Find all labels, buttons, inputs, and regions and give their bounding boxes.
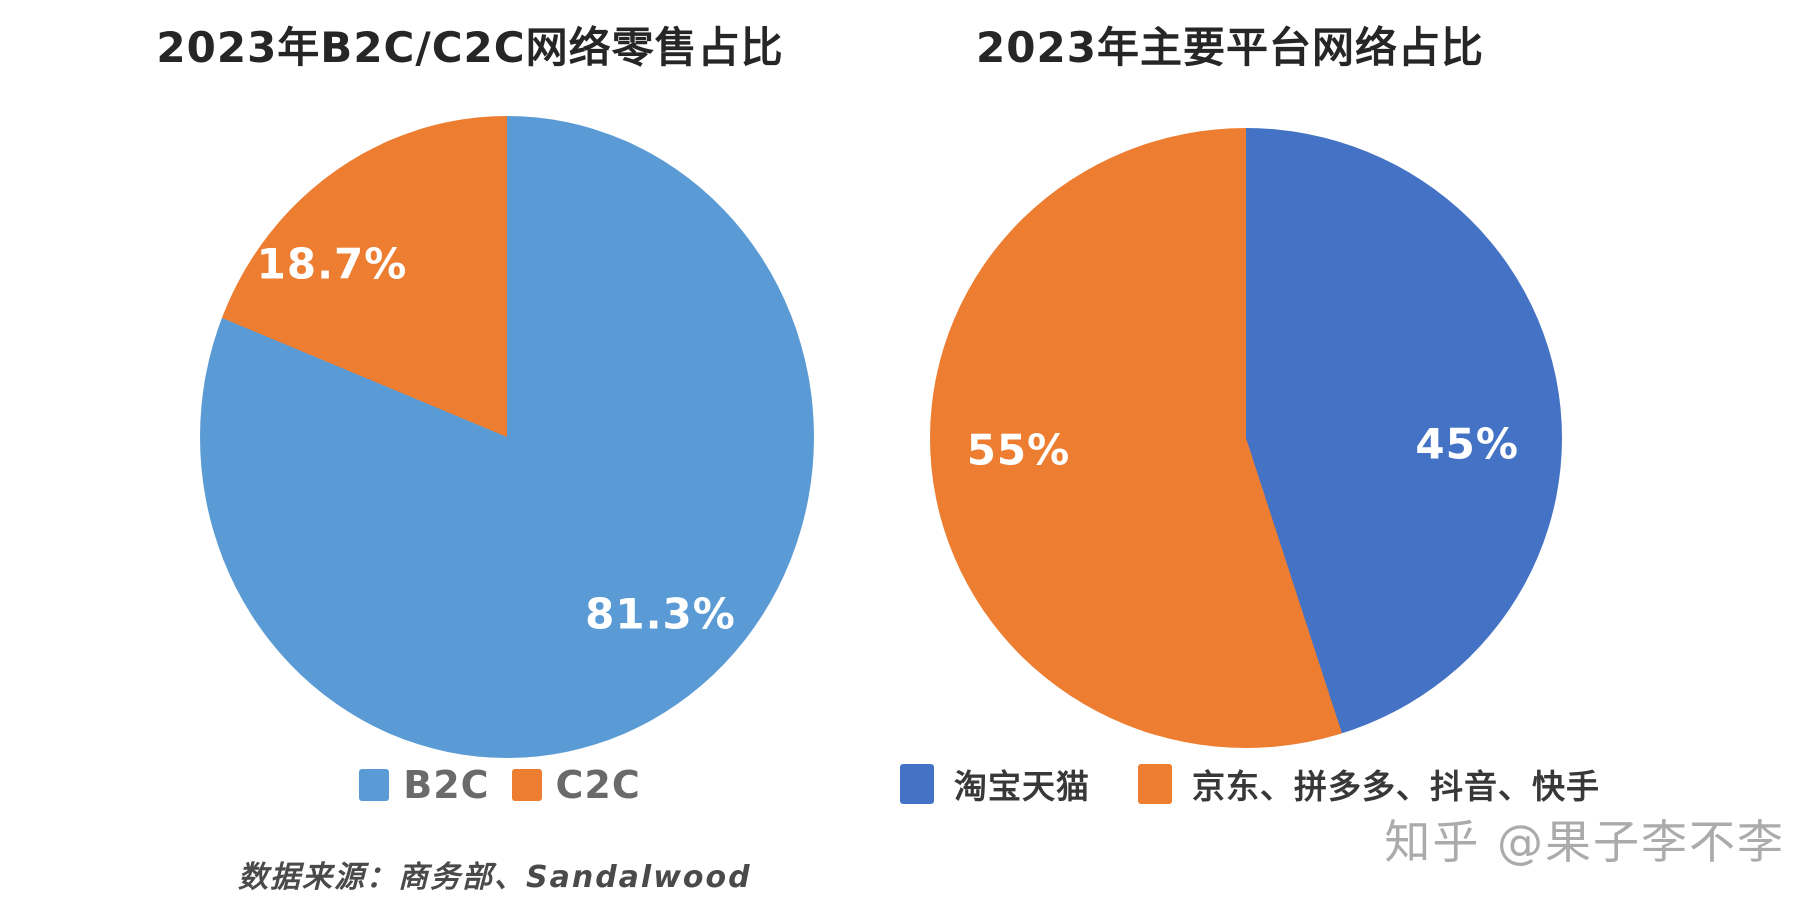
right-pie-label-other-platforms: 55% bbox=[966, 425, 1071, 475]
taobao-tmall-color-swatch bbox=[900, 764, 934, 804]
legend-item-taobao-tmall: 淘宝天猫 bbox=[900, 760, 1090, 808]
c2c-color-swatch bbox=[511, 769, 542, 801]
right-chart-title: 2023年主要平台网络占比 bbox=[976, 23, 1484, 72]
legend-item-c2c: C2C bbox=[511, 763, 641, 807]
data-source-note: 数据来源：商务部、Sandalwood bbox=[238, 860, 752, 895]
legend-item-other-platforms: 京东、拼多多、抖音、快手 bbox=[1138, 760, 1600, 808]
left-pie-chart: 81.3% 18.7% bbox=[200, 116, 814, 758]
other-platforms-color-swatch bbox=[1138, 764, 1172, 804]
legend-label-c2c: C2C bbox=[555, 763, 641, 807]
right-pie-chart: 45% 55% bbox=[930, 128, 1562, 748]
legend-label-taobao-tmall: 淘宝天猫 bbox=[954, 767, 1090, 806]
left-chart-title: 2023年B2C/C2C网络零售占比 bbox=[156, 23, 784, 72]
left-legend: B2C C2C bbox=[150, 763, 850, 807]
left-pie-label-c2c: 18.7% bbox=[256, 239, 408, 289]
watermark-text: 知乎 @果子李不李 bbox=[1384, 815, 1785, 869]
right-legend: 淘宝天猫 京东、拼多多、抖音、快手 bbox=[870, 760, 1630, 808]
b2c-color-swatch bbox=[359, 769, 390, 801]
legend-item-b2c: B2C bbox=[359, 763, 489, 807]
legend-label-other-platforms: 京东、拼多多、抖音、快手 bbox=[1192, 767, 1600, 806]
legend-label-b2c: B2C bbox=[403, 763, 490, 807]
left-pie-label-b2c: 81.3% bbox=[585, 589, 736, 639]
right-pie-label-taobao-tmall: 45% bbox=[1415, 419, 1519, 469]
